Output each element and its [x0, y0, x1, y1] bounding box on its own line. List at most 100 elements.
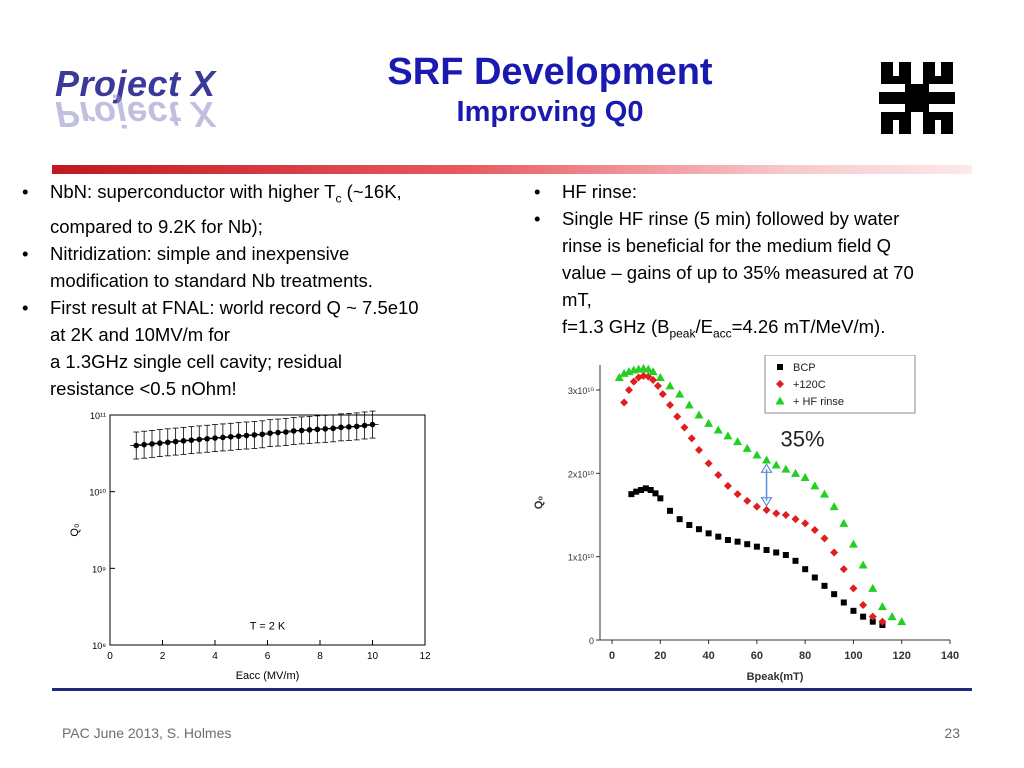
- data-point: [648, 367, 658, 376]
- data-point: [742, 443, 752, 452]
- data-point: [859, 601, 868, 609]
- data-point: [235, 433, 242, 439]
- data-point: [275, 429, 281, 436]
- data-point: [733, 437, 743, 446]
- y-axis-label: Q₀: [69, 523, 81, 536]
- plot-frame: [109, 414, 426, 646]
- bullet-icon: •: [534, 208, 541, 229]
- data-point: [298, 427, 305, 434]
- data-point: [243, 432, 250, 439]
- data-point: [638, 487, 645, 493]
- data-point: [802, 566, 809, 573]
- data-point: [733, 490, 742, 499]
- data-point: [752, 450, 762, 459]
- data-point: [141, 441, 147, 448]
- footer-credit: PAC June 2013, S. Holmes: [62, 725, 232, 741]
- list-item: • HF rinse:: [530, 178, 1000, 205]
- data-point: [251, 432, 258, 438]
- data-point: [667, 507, 673, 514]
- y-tick-label: 10⁹: [92, 564, 106, 574]
- x-tick-label: 100: [844, 650, 862, 662]
- logo-reflection: Project X: [55, 94, 216, 135]
- data-point: [353, 423, 360, 430]
- data-point: [781, 511, 790, 519]
- data-point: [869, 618, 876, 625]
- data-point: [860, 613, 867, 620]
- arrow-head-down: [760, 497, 773, 507]
- data-point: [267, 430, 273, 436]
- x-tick-label: 8: [317, 651, 323, 662]
- data-point: [687, 434, 696, 443]
- x-tick-label: 120: [893, 650, 911, 662]
- y-tick-label: 0: [589, 636, 594, 646]
- data-point: [647, 487, 654, 493]
- data-point: [369, 421, 376, 428]
- data-point: [157, 440, 163, 446]
- data-point: [724, 537, 731, 543]
- data-point: [675, 389, 685, 398]
- data-point: [633, 488, 640, 495]
- slide-title: SRF Development Improving Q0: [320, 50, 780, 130]
- x-axis-label: Bpeak(mT): [747, 671, 804, 683]
- arrow-head-up: [760, 463, 773, 473]
- right-bullet-column: • HF rinse: • Single HF rinse (5 min) fo…: [530, 178, 1000, 348]
- q0-vs-eacc-chart: 0 2 4 6 8 10 12 10⁸ 10⁹ 10¹⁰ 10¹¹ Eacc (MV/m) Q₀ T = …: [69, 410, 431, 682]
- data-point: [680, 423, 689, 432]
- x-tick-label: 140: [941, 650, 959, 662]
- data-point: [723, 481, 732, 490]
- y-tick-label: 1x10¹⁰: [568, 553, 595, 563]
- y-tick-label: 10¹⁰: [89, 488, 106, 498]
- data-point: [831, 591, 838, 598]
- data-point: [346, 424, 352, 430]
- bullet-icon: •: [22, 296, 29, 318]
- data-point: [212, 435, 218, 441]
- legend-box: [764, 355, 916, 414]
- legend-entry: BCP: [793, 362, 816, 374]
- bullet-icon: •: [22, 181, 29, 202]
- bullet-icon: •: [22, 242, 29, 264]
- data-point: [314, 426, 321, 433]
- title-divider: [52, 165, 972, 174]
- data-point: [644, 372, 653, 381]
- title-subtitle: Improving Q0: [456, 96, 644, 128]
- x-tick-label: 0: [609, 650, 615, 662]
- data-point: [819, 489, 829, 498]
- data-point: [259, 431, 266, 438]
- data-point: [753, 543, 760, 550]
- data-point: [133, 442, 140, 449]
- data-point: [652, 490, 659, 497]
- data-point: [330, 425, 336, 432]
- data-point: [839, 518, 849, 527]
- data-point: [694, 410, 704, 419]
- data-point: [290, 428, 297, 434]
- data-point: [322, 426, 329, 432]
- x-tick-label: 10: [367, 651, 379, 662]
- data-point: [792, 557, 799, 564]
- data-point: [791, 468, 801, 477]
- data-point: [306, 427, 313, 433]
- data-point: [655, 373, 665, 381]
- data-point: [848, 539, 858, 548]
- data-point: [858, 560, 868, 569]
- data-point: [830, 548, 839, 557]
- data-point: [821, 582, 828, 589]
- data-point: [723, 431, 733, 440]
- y-tick-label: 2x10¹⁰: [568, 469, 595, 479]
- data-point: [620, 398, 629, 407]
- q0-vs-bpeak-chart: 0 20 40 60 80 100 120 140 0 1x10¹⁰ 2x10¹⁰ 3x10¹⁰ Bpe…: [533, 355, 959, 683]
- y-axis-label: Q₀: [533, 496, 545, 510]
- data-point: [713, 425, 723, 434]
- data-point: [695, 526, 702, 533]
- data-point: [762, 455, 772, 464]
- data-point: [887, 612, 897, 621]
- x-tick-label: 2: [160, 651, 166, 662]
- chart-annotation: T = 2 K: [250, 620, 286, 632]
- data-point: [800, 473, 810, 481]
- fermilab-logo-icon: [879, 62, 955, 134]
- data-point: [743, 496, 752, 505]
- x-tick-label: 40: [702, 650, 714, 662]
- legend-entry: + HF rinse: [793, 396, 844, 408]
- data-point: [665, 381, 675, 390]
- data-point: [196, 436, 203, 443]
- bullet-icon: •: [534, 181, 541, 202]
